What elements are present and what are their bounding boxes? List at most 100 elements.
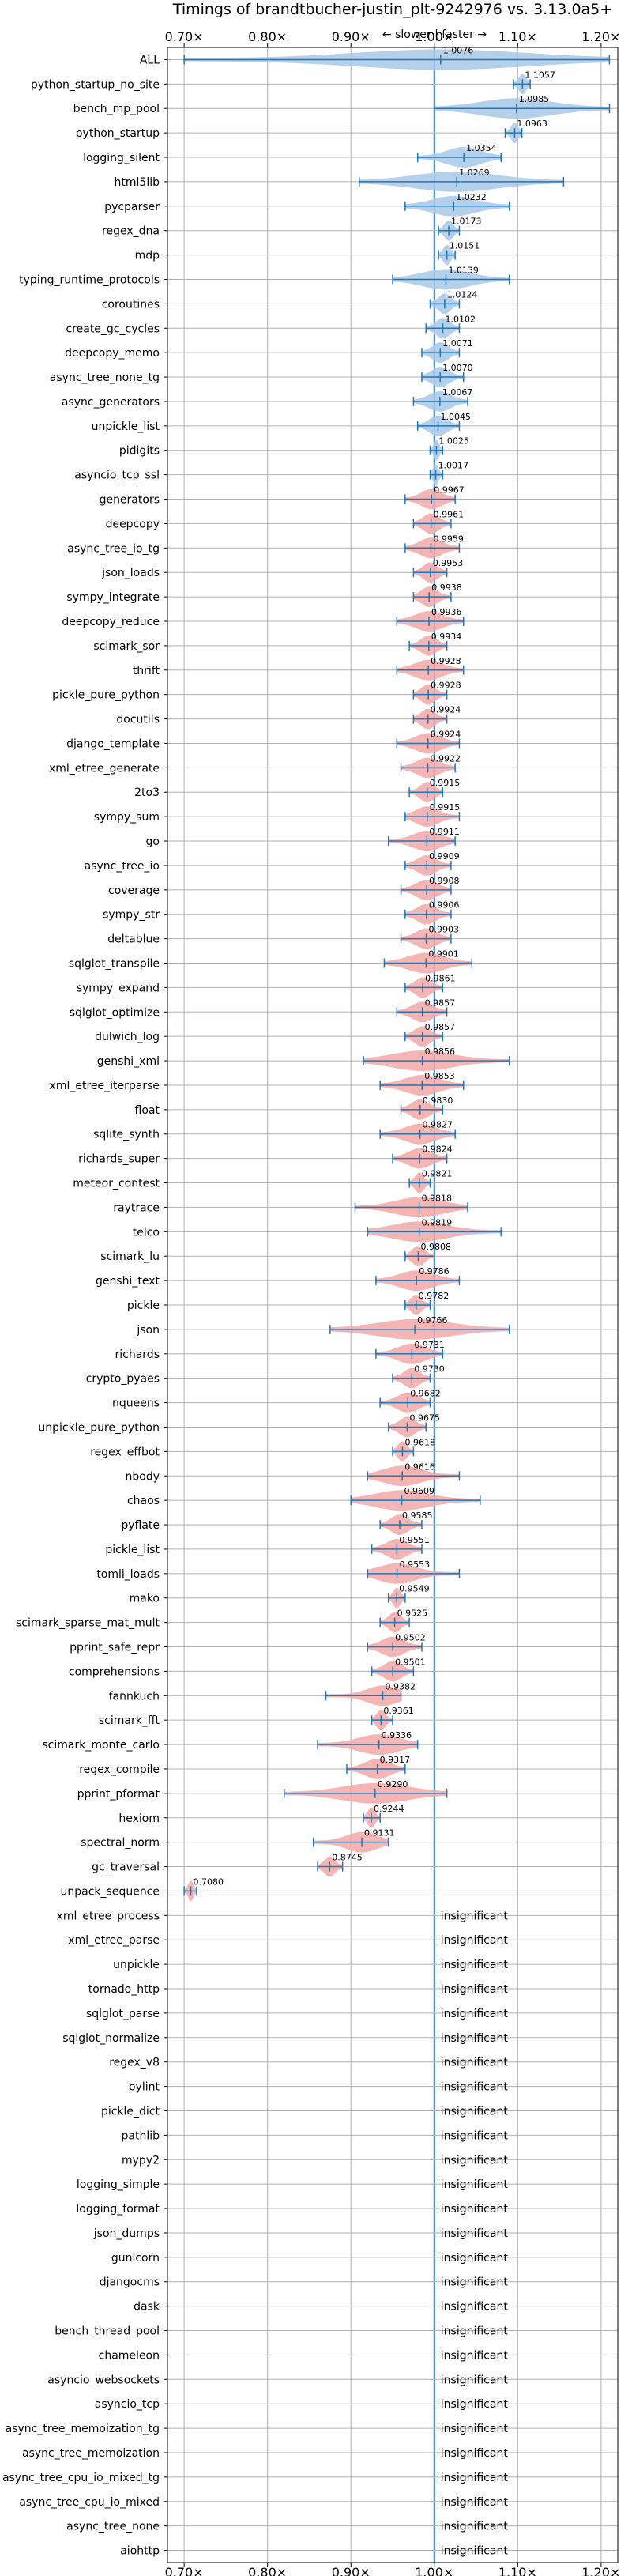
insignificant-label: insignificant	[441, 2398, 509, 2411]
benchmark-label: scimark_monte_carlo	[42, 1739, 160, 1752]
grid-layer	[167, 47, 618, 2563]
chart-title: Timings of brandtbucher-justin_plt-92429…	[172, 1, 612, 18]
benchmark-label: async_tree_io_tg	[67, 542, 160, 555]
benchmark-label: richards	[115, 1348, 160, 1361]
benchmark-label: asyncio_tcp	[95, 2398, 160, 2411]
value-label: 0.9915	[430, 802, 461, 813]
benchmark-label: sqlglot_optimize	[70, 1006, 160, 1019]
value-label: 0.9856	[425, 1047, 456, 1057]
benchmark-label: float	[135, 1104, 160, 1117]
insignificant-label: insignificant	[441, 2178, 509, 2191]
insignificant-label: insignificant	[441, 2203, 509, 2216]
value-label: 1.0985	[519, 94, 550, 104]
value-label: 1.0354	[466, 143, 497, 153]
value-label: 0.9317	[380, 1755, 411, 1765]
value-label: 0.9616	[404, 1461, 435, 1472]
x-tick-label-bottom: 1.20×	[581, 2565, 620, 2576]
x-tick-label-top: 1.20×	[581, 29, 620, 44]
insignificant-label: insignificant	[441, 2301, 509, 2314]
benchmark-label: genshi_xml	[97, 1055, 160, 1068]
benchmark-label: djangocms	[100, 2276, 160, 2289]
benchmark-label: sympy_integrate	[66, 591, 160, 604]
insignificant-label: insignificant	[441, 2227, 509, 2240]
benchmark-label: create_gc_cycles	[66, 322, 160, 335]
value-label: 0.9609	[404, 1486, 435, 1496]
value-label: 0.9131	[364, 1828, 395, 1839]
benchmark-label: nbody	[126, 1470, 160, 1483]
value-label: 0.9585	[402, 1511, 433, 1521]
benchmark-label: logging_format	[76, 2203, 160, 2216]
benchmark-label: tornado_http	[88, 1983, 160, 1996]
benchmark-label: meteor_contest	[73, 1178, 160, 1190]
benchmark-label: xml_etree_parse	[68, 1934, 160, 1947]
value-label: 0.9830	[423, 1096, 453, 1106]
benchmark-label: async_tree_memoization	[22, 2447, 160, 2460]
insignificant-label: insignificant	[441, 2496, 509, 2509]
benchmark-label: asyncio_websockets	[47, 2374, 160, 2386]
benchmark-label: sqlglot_normalize	[62, 2032, 160, 2045]
benchmark-label: mypy2	[122, 2154, 160, 2167]
value-label: 1.1057	[525, 70, 555, 80]
x-tick-label-bottom: 0.70×	[165, 2565, 204, 2576]
insignificant-label: insignificant	[441, 2349, 509, 2362]
x-tick-label-top: 0.70×	[165, 29, 204, 44]
benchmark-label: spectral_norm	[81, 1837, 160, 1850]
benchmark-label: mako	[130, 1593, 160, 1605]
insignificant-label: insignificant	[441, 2423, 509, 2435]
value-label: 0.9827	[423, 1120, 453, 1130]
value-label: 1.0071	[442, 338, 473, 349]
benchmark-label: async_tree_cpu_io_mixed_tg	[2, 2472, 160, 2484]
benchmark-label: django_template	[66, 737, 160, 750]
x-tick-label-top: 1.00×	[415, 29, 453, 44]
benchmark-label: sqlite_synth	[93, 1129, 160, 1141]
x-tick-label-bottom: 0.90×	[332, 2565, 371, 2576]
benchmark-label: scimark_sor	[93, 640, 160, 653]
insignificant-label: insignificant	[441, 2129, 509, 2142]
value-label: 0.9924	[431, 729, 461, 739]
value-label: 0.9961	[434, 509, 465, 519]
benchmark-label: hexiom	[118, 1812, 160, 1825]
benchmark-label: crypto_pyaes	[86, 1373, 160, 1386]
value-label: 0.9290	[378, 1779, 408, 1790]
value-label: 0.9857	[425, 1022, 456, 1032]
benchmark-label: pickle_dict	[101, 2105, 160, 2118]
benchmark-label: json_dumps	[93, 2227, 160, 2240]
axis-layer: 0.70× 0.70× 0.80× 0.80× 0.90× 0.90× 1.00× 1.00×…	[2, 29, 620, 2576]
benchmark-label: pickle_pure_python	[52, 689, 160, 702]
insignificant-label: insignificant	[441, 2057, 509, 2069]
value-label: 0.9730	[414, 1364, 445, 1375]
benchmark-label: scimark_sparse_mat_mult	[16, 1617, 160, 1630]
value-label: 1.0070	[442, 363, 473, 373]
insignificant-label: insignificant	[441, 1910, 509, 1922]
insignificant-label: insignificant	[441, 2545, 509, 2558]
value-label: 0.9501	[395, 1657, 426, 1667]
benchmark-label: logging_silent	[83, 152, 160, 164]
benchmark-label: async_tree_none_tg	[50, 372, 160, 384]
benchmark-label: go	[146, 835, 160, 848]
value-label: 0.9361	[383, 1706, 413, 1716]
value-label: 0.9549	[399, 1584, 430, 1594]
benchmark-label: async_tree_cpu_io_mixed	[19, 2496, 160, 2509]
value-label: 0.9244	[374, 1804, 404, 1814]
benchmark-label: gunicorn	[111, 2252, 160, 2265]
value-label: 1.0067	[442, 387, 473, 398]
value-label: 0.9824	[422, 1145, 453, 1155]
benchmark-label: scimark_fft	[99, 1714, 160, 1727]
value-label: 0.9967	[434, 485, 465, 496]
value-label: 0.9382	[386, 1681, 416, 1692]
benchmark-label: xml_etree_process	[57, 1910, 160, 1922]
benchmark-label: python_startup	[76, 127, 160, 140]
value-label: 0.9936	[431, 607, 462, 617]
value-label: 0.9766	[417, 1315, 448, 1326]
benchmark-label: chameleon	[99, 2349, 160, 2362]
value-label: 0.9909	[429, 851, 460, 862]
value-label: 0.9553	[400, 1560, 431, 1570]
benchmark-label: sqlglot_transpile	[69, 957, 160, 970]
benchmark-label: coverage	[108, 884, 160, 897]
benchmark-label: bench_thread_pool	[55, 2325, 160, 2338]
value-label: 1.0102	[446, 314, 476, 324]
benchmark-label: deepcopy_memo	[65, 347, 160, 360]
value-label: 0.9953	[433, 558, 464, 568]
value-label: 1.0017	[438, 461, 469, 471]
benchmark-label: dask	[134, 2301, 160, 2314]
